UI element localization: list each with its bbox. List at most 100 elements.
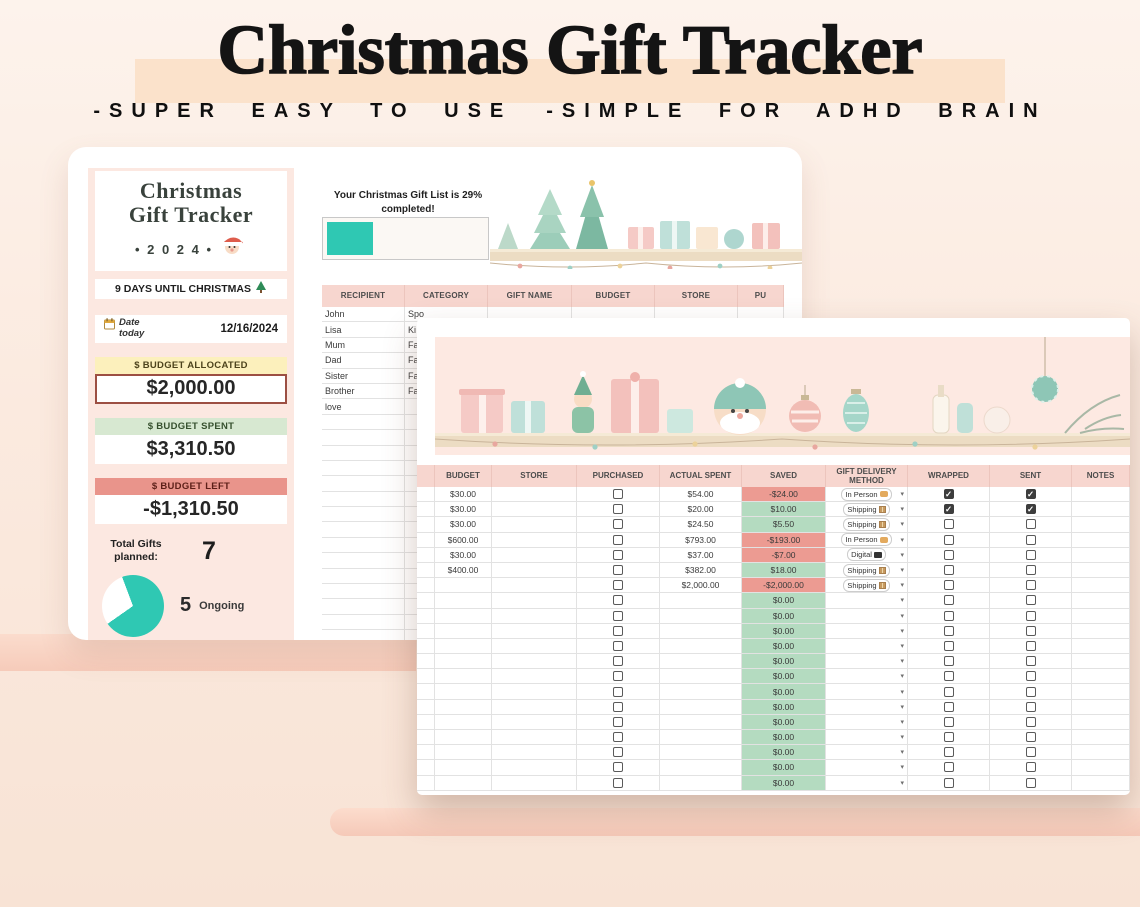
cell-saved[interactable]: $0.00 <box>742 775 826 790</box>
cell-purchased[interactable] <box>577 623 660 638</box>
cell-delivery[interactable]: ▾ <box>826 654 908 669</box>
purchased-checkbox[interactable] <box>613 565 623 576</box>
cell-wrapped[interactable] <box>908 654 990 669</box>
cell-sent[interactable] <box>990 714 1072 729</box>
cell-notes[interactable] <box>1072 775 1130 790</box>
list-cell[interactable] <box>322 460 405 476</box>
purchased-checkbox[interactable] <box>613 595 623 606</box>
cell-saved[interactable]: $18.00 <box>742 562 826 578</box>
cell-lead[interactable] <box>417 502 435 517</box>
cell-delivery[interactable]: Digital ▾ <box>826 547 908 562</box>
cell-store[interactable] <box>492 684 577 699</box>
sent-checkbox[interactable] <box>1025 519 1036 530</box>
wrapped-checkbox[interactable] <box>943 686 954 697</box>
list-cell[interactable]: John <box>322 307 405 322</box>
budget-allocated-value[interactable]: $2,000.00 <box>95 373 287 404</box>
purchased-checkbox[interactable] <box>613 519 623 530</box>
sent-checkbox[interactable] <box>1025 777 1036 788</box>
date-value[interactable]: 12/16/2024 <box>220 322 278 335</box>
cell-wrapped[interactable] <box>908 760 990 775</box>
cell-sent[interactable] <box>990 684 1072 699</box>
cell-store[interactable] <box>492 638 577 654</box>
cell-store[interactable] <box>492 714 577 729</box>
purchased-checkbox[interactable] <box>613 762 623 773</box>
cell-budget[interactable] <box>435 714 492 729</box>
cell-saved[interactable]: $0.00 <box>742 684 826 699</box>
list-cell[interactable] <box>322 568 405 584</box>
cell-store[interactable] <box>492 547 577 562</box>
list-cell[interactable]: love <box>322 399 405 414</box>
list-cell[interactable]: Dad <box>322 353 405 368</box>
list-cell[interactable] <box>322 507 405 522</box>
cell-purchased[interactable] <box>577 517 660 532</box>
cell-budget[interactable] <box>435 623 492 638</box>
cell-actual-spent[interactable] <box>660 775 742 790</box>
cell-purchased[interactable] <box>577 669 660 684</box>
wrapped-checkbox[interactable] <box>943 671 954 682</box>
cell-saved[interactable]: -$2,000.00 <box>742 578 826 593</box>
sent-checkbox[interactable] <box>1025 686 1036 697</box>
cell-purchased[interactable] <box>577 547 660 562</box>
list-cell[interactable] <box>488 307 572 322</box>
cell-actual-spent[interactable] <box>660 684 742 699</box>
cell-actual-spent[interactable] <box>660 745 742 760</box>
cell-lead[interactable] <box>417 684 435 699</box>
cell-actual-spent[interactable] <box>660 593 742 608</box>
purchased-checkbox[interactable] <box>613 549 623 560</box>
cell-sent[interactable] <box>990 532 1072 547</box>
list-cell[interactable] <box>322 445 405 460</box>
cell-actual-spent[interactable] <box>660 760 742 775</box>
cell-store[interactable] <box>492 593 577 608</box>
list-cell[interactable]: Spo <box>405 307 488 322</box>
cell-purchased[interactable] <box>577 730 660 745</box>
wrapped-checkbox[interactable] <box>943 489 954 500</box>
cell-purchased[interactable] <box>577 532 660 547</box>
cell-purchased[interactable] <box>577 745 660 760</box>
cell-sent[interactable] <box>990 623 1072 638</box>
cell-purchased[interactable] <box>577 608 660 623</box>
cell-wrapped[interactable] <box>908 730 990 745</box>
cell-wrapped[interactable] <box>908 608 990 623</box>
cell-delivery[interactable]: ▾ <box>826 714 908 729</box>
list-cell[interactable]: Sister <box>322 368 405 383</box>
cell-actual-spent[interactable]: $382.00 <box>660 562 742 578</box>
sent-checkbox[interactable] <box>1025 504 1036 515</box>
purchased-checkbox[interactable] <box>613 732 623 743</box>
wrapped-checkbox[interactable] <box>943 625 954 636</box>
list-cell[interactable] <box>322 522 405 537</box>
cell-store[interactable] <box>492 517 577 532</box>
cell-wrapped[interactable] <box>908 684 990 699</box>
purchased-checkbox[interactable] <box>613 640 623 651</box>
cell-sent[interactable] <box>990 562 1072 578</box>
wrapped-checkbox[interactable] <box>943 580 954 591</box>
cell-wrapped[interactable] <box>908 502 990 517</box>
cell-wrapped[interactable] <box>908 532 990 547</box>
cell-delivery[interactable]: Shipping ▾ <box>826 517 908 532</box>
cell-lead[interactable] <box>417 623 435 638</box>
cell-store[interactable] <box>492 562 577 578</box>
cell-notes[interactable] <box>1072 654 1130 669</box>
cell-sent[interactable] <box>990 760 1072 775</box>
cell-delivery[interactable]: Shipping ▾ <box>826 502 908 517</box>
sent-checkbox[interactable] <box>1025 656 1036 667</box>
list-cell[interactable] <box>322 553 405 568</box>
cell-sent[interactable] <box>990 593 1072 608</box>
sent-checkbox[interactable] <box>1025 732 1036 743</box>
cell-sent[interactable] <box>990 745 1072 760</box>
cell-store[interactable] <box>492 669 577 684</box>
cell-notes[interactable] <box>1072 562 1130 578</box>
wrapped-checkbox[interactable] <box>943 656 954 667</box>
cell-saved[interactable]: $5.50 <box>742 517 826 532</box>
cell-budget[interactable] <box>435 775 492 790</box>
purchased-checkbox[interactable] <box>613 625 623 636</box>
cell-lead[interactable] <box>417 654 435 669</box>
cell-sent[interactable] <box>990 578 1072 593</box>
cell-notes[interactable] <box>1072 745 1130 760</box>
cell-sent[interactable] <box>990 608 1072 623</box>
cell-wrapped[interactable] <box>908 487 990 502</box>
purchased-checkbox[interactable] <box>613 489 623 500</box>
cell-store[interactable] <box>492 608 577 623</box>
purchased-checkbox[interactable] <box>613 504 623 515</box>
cell-purchased[interactable] <box>577 699 660 714</box>
cell-notes[interactable] <box>1072 638 1130 654</box>
